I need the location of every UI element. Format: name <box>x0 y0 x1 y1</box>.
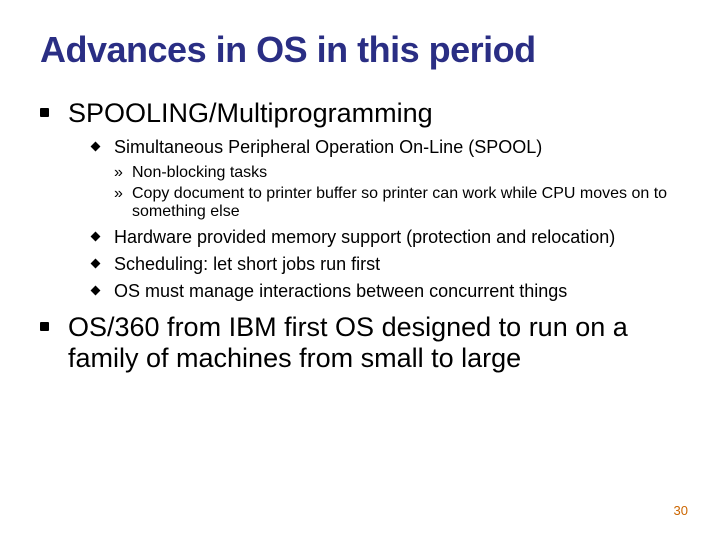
list-item-text: Copy document to printer buffer so print… <box>132 185 680 221</box>
chevron-bullet-icon: » <box>114 164 132 182</box>
slide-title: Advances in OS in this period <box>40 30 680 70</box>
diamond-bullet-icon <box>92 137 114 150</box>
list-item-text: SPOOLING/Multiprogramming <box>68 98 433 129</box>
list-item: OS must manage interactions between conc… <box>92 281 680 302</box>
subsublist: » Non-blocking tasks » Copy document to … <box>114 164 680 221</box>
list-item-text: Non-blocking tasks <box>132 164 267 182</box>
disc-bullet-icon <box>40 312 68 331</box>
diamond-bullet-icon <box>92 227 114 240</box>
list-item: » Copy document to printer buffer so pri… <box>114 185 680 221</box>
chevron-bullet-icon: » <box>114 185 132 203</box>
list-item: Simultaneous Peripheral Operation On-Lin… <box>92 137 680 158</box>
list-item-text: OS/360 from IBM first OS designed to run… <box>68 312 680 374</box>
list-item-text: Hardware provided memory support (protec… <box>114 227 615 248</box>
diamond-bullet-icon <box>92 254 114 267</box>
slide-body: SPOOLING/Multiprogramming Simultaneous P… <box>40 98 680 374</box>
list-item-text: Simultaneous Peripheral Operation On-Lin… <box>114 137 542 158</box>
diamond-bullet-icon <box>92 281 114 294</box>
list-item: » Non-blocking tasks <box>114 164 680 182</box>
list-item: SPOOLING/Multiprogramming <box>40 98 680 129</box>
list-item: OS/360 from IBM first OS designed to run… <box>40 312 680 374</box>
list-item-text: OS must manage interactions between conc… <box>114 281 567 302</box>
list-item-text: Scheduling: let short jobs run first <box>114 254 380 275</box>
slide: Advances in OS in this period SPOOLING/M… <box>0 0 720 540</box>
disc-bullet-icon <box>40 98 68 117</box>
list-item: Hardware provided memory support (protec… <box>92 227 680 248</box>
page-number: 30 <box>674 503 688 518</box>
list-item: Scheduling: let short jobs run first <box>92 254 680 275</box>
sublist: Simultaneous Peripheral Operation On-Lin… <box>92 137 680 302</box>
